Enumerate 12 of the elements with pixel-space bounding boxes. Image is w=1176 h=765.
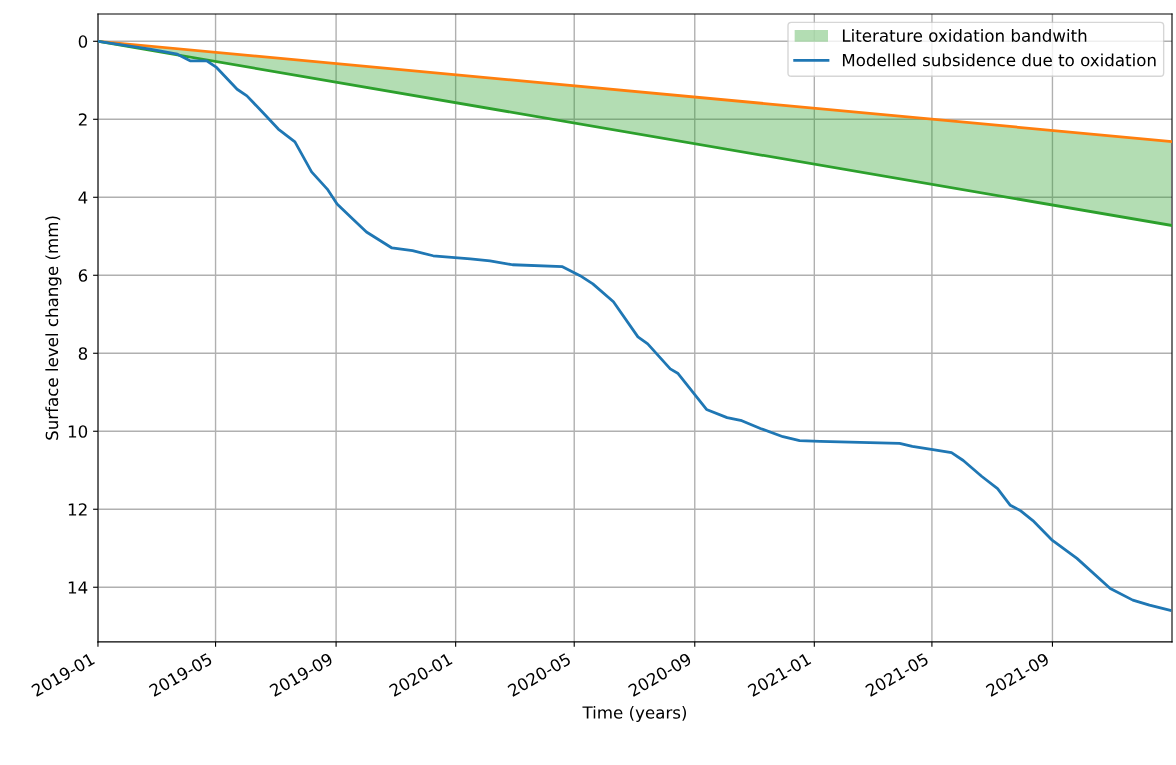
- legend-label: Literature oxidation bandwith: [842, 29, 1087, 42]
- legend-label: Modelled subsidence due to oxidation: [842, 53, 1156, 67]
- y-tick-label: 2: [78, 113, 87, 126]
- y-tick-label: 12: [68, 503, 87, 516]
- y-tick-label: 10: [68, 425, 88, 438]
- y-tick-label: 8: [78, 347, 88, 360]
- y-tick-label: 6: [78, 269, 88, 282]
- y-tick-label: 0: [78, 35, 88, 48]
- y-axis-title: Surface level change (mm): [45, 216, 62, 440]
- y-tick-label: 4: [78, 191, 88, 204]
- y-tick-label: 14: [68, 581, 88, 594]
- x-axis-title: Time (years): [582, 705, 687, 723]
